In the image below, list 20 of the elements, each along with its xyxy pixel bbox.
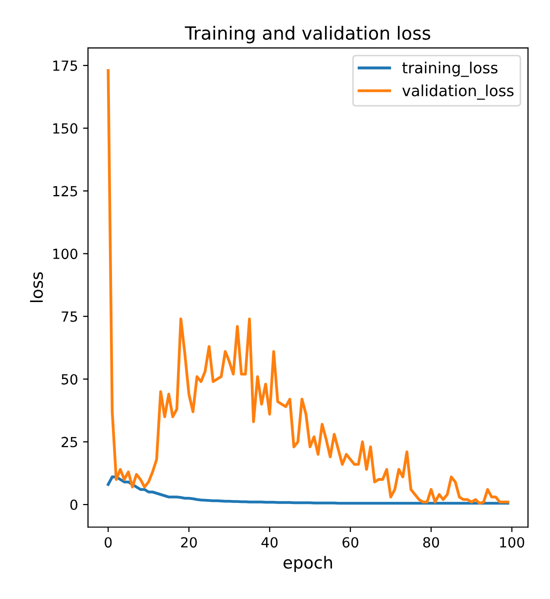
chart-title: Training and validation loss: [184, 26, 430, 44]
x-tick-label: 0: [104, 537, 112, 548]
x-tick-label: 100: [500, 537, 524, 548]
x-tick-label: 60: [342, 537, 358, 548]
y-tick-label: 0: [70, 500, 78, 510]
x-axis-title: epoch: [284, 556, 332, 572]
y-tick-label: 75: [62, 312, 78, 322]
y-tick-label: 50: [62, 374, 78, 385]
y-tick-label: 125: [53, 186, 78, 196]
y-tick-label: 175: [53, 60, 78, 71]
legend-label: training_loss: [402, 62, 498, 77]
x-tick-label: 40: [261, 537, 278, 548]
y-tick-label: 150: [53, 123, 78, 134]
line-series: [106, 476, 510, 505]
y-axis-title: loss: [30, 272, 43, 302]
y-tick-label: 25: [62, 436, 78, 448]
y-tick-label: 100: [53, 248, 78, 260]
x-tick-label: 20: [181, 537, 197, 548]
x-tick-label: 80: [423, 537, 440, 548]
legend-label: validation_loss: [402, 84, 514, 100]
